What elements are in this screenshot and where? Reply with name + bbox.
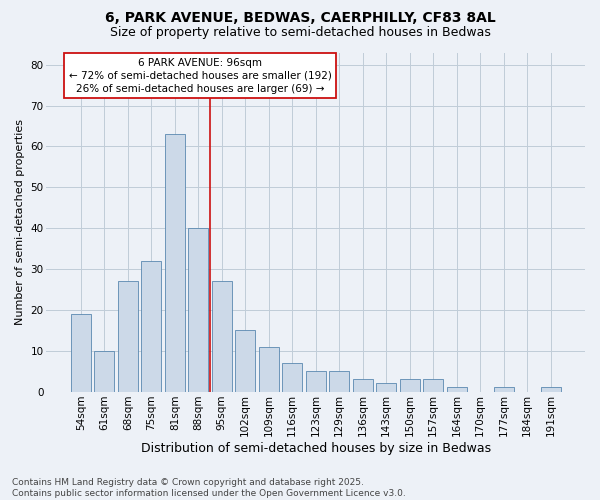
Bar: [306, 371, 326, 392]
Y-axis label: Number of semi-detached properties: Number of semi-detached properties: [15, 119, 25, 325]
Bar: [282, 363, 302, 392]
Bar: [142, 261, 161, 392]
Bar: [71, 314, 91, 392]
Text: 6, PARK AVENUE, BEDWAS, CAERPHILLY, CF83 8AL: 6, PARK AVENUE, BEDWAS, CAERPHILLY, CF83…: [104, 11, 496, 25]
Bar: [494, 388, 514, 392]
Text: Size of property relative to semi-detached houses in Bedwas: Size of property relative to semi-detach…: [110, 26, 490, 39]
Text: 6 PARK AVENUE: 96sqm
← 72% of semi-detached houses are smaller (192)
26% of semi: 6 PARK AVENUE: 96sqm ← 72% of semi-detac…: [68, 58, 331, 94]
Bar: [188, 228, 208, 392]
Bar: [446, 388, 467, 392]
Bar: [329, 371, 349, 392]
X-axis label: Distribution of semi-detached houses by size in Bedwas: Distribution of semi-detached houses by …: [140, 442, 491, 455]
Bar: [94, 350, 115, 392]
Bar: [376, 384, 396, 392]
Bar: [259, 346, 279, 392]
Bar: [235, 330, 255, 392]
Bar: [400, 380, 419, 392]
Bar: [423, 380, 443, 392]
Bar: [353, 380, 373, 392]
Text: Contains HM Land Registry data © Crown copyright and database right 2025.
Contai: Contains HM Land Registry data © Crown c…: [12, 478, 406, 498]
Bar: [118, 282, 138, 392]
Bar: [165, 134, 185, 392]
Bar: [541, 388, 560, 392]
Bar: [212, 282, 232, 392]
